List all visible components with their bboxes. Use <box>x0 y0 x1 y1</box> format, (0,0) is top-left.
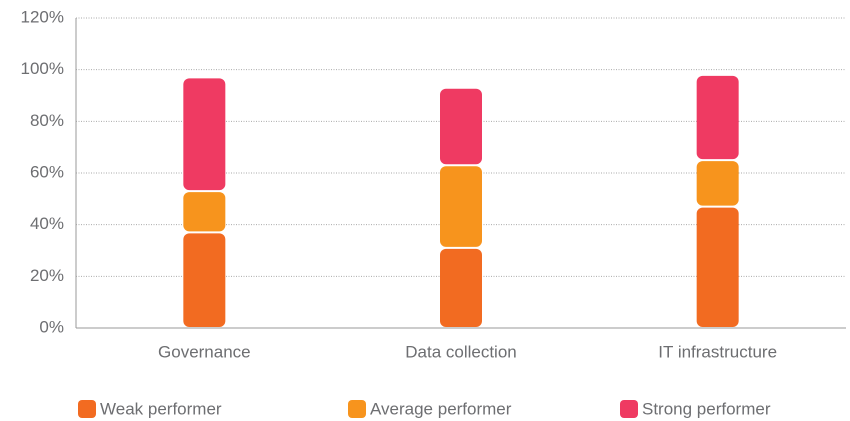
bar-segment <box>696 75 739 160</box>
y-tick-label: 100% <box>21 59 64 78</box>
bar-segment <box>183 192 226 232</box>
bar-segment <box>440 88 482 165</box>
bar-segment <box>183 233 226 327</box>
legend-label: Strong performer <box>642 399 771 418</box>
x-tick-label: IT infrastructure <box>658 342 777 361</box>
y-tick-label: 20% <box>30 266 64 285</box>
legend-swatch <box>620 400 638 418</box>
bar-segment <box>696 161 739 206</box>
x-tick-label: Data collection <box>405 342 517 361</box>
bar-segment <box>696 207 739 327</box>
y-tick-label: 80% <box>30 111 64 130</box>
y-tick-label: 120% <box>21 7 64 26</box>
legend-swatch <box>78 400 96 418</box>
legend-label: Average performer <box>370 399 512 418</box>
y-tick-label: 60% <box>30 162 64 181</box>
y-tick-label: 0% <box>39 317 64 336</box>
y-tick-label: 40% <box>30 214 64 233</box>
legend-label: Weak performer <box>100 399 222 418</box>
bar-segment <box>440 166 482 247</box>
bar-segment <box>183 78 226 191</box>
x-tick-label: Governance <box>158 342 251 361</box>
legend-swatch <box>348 400 366 418</box>
bar-segment <box>440 248 482 327</box>
